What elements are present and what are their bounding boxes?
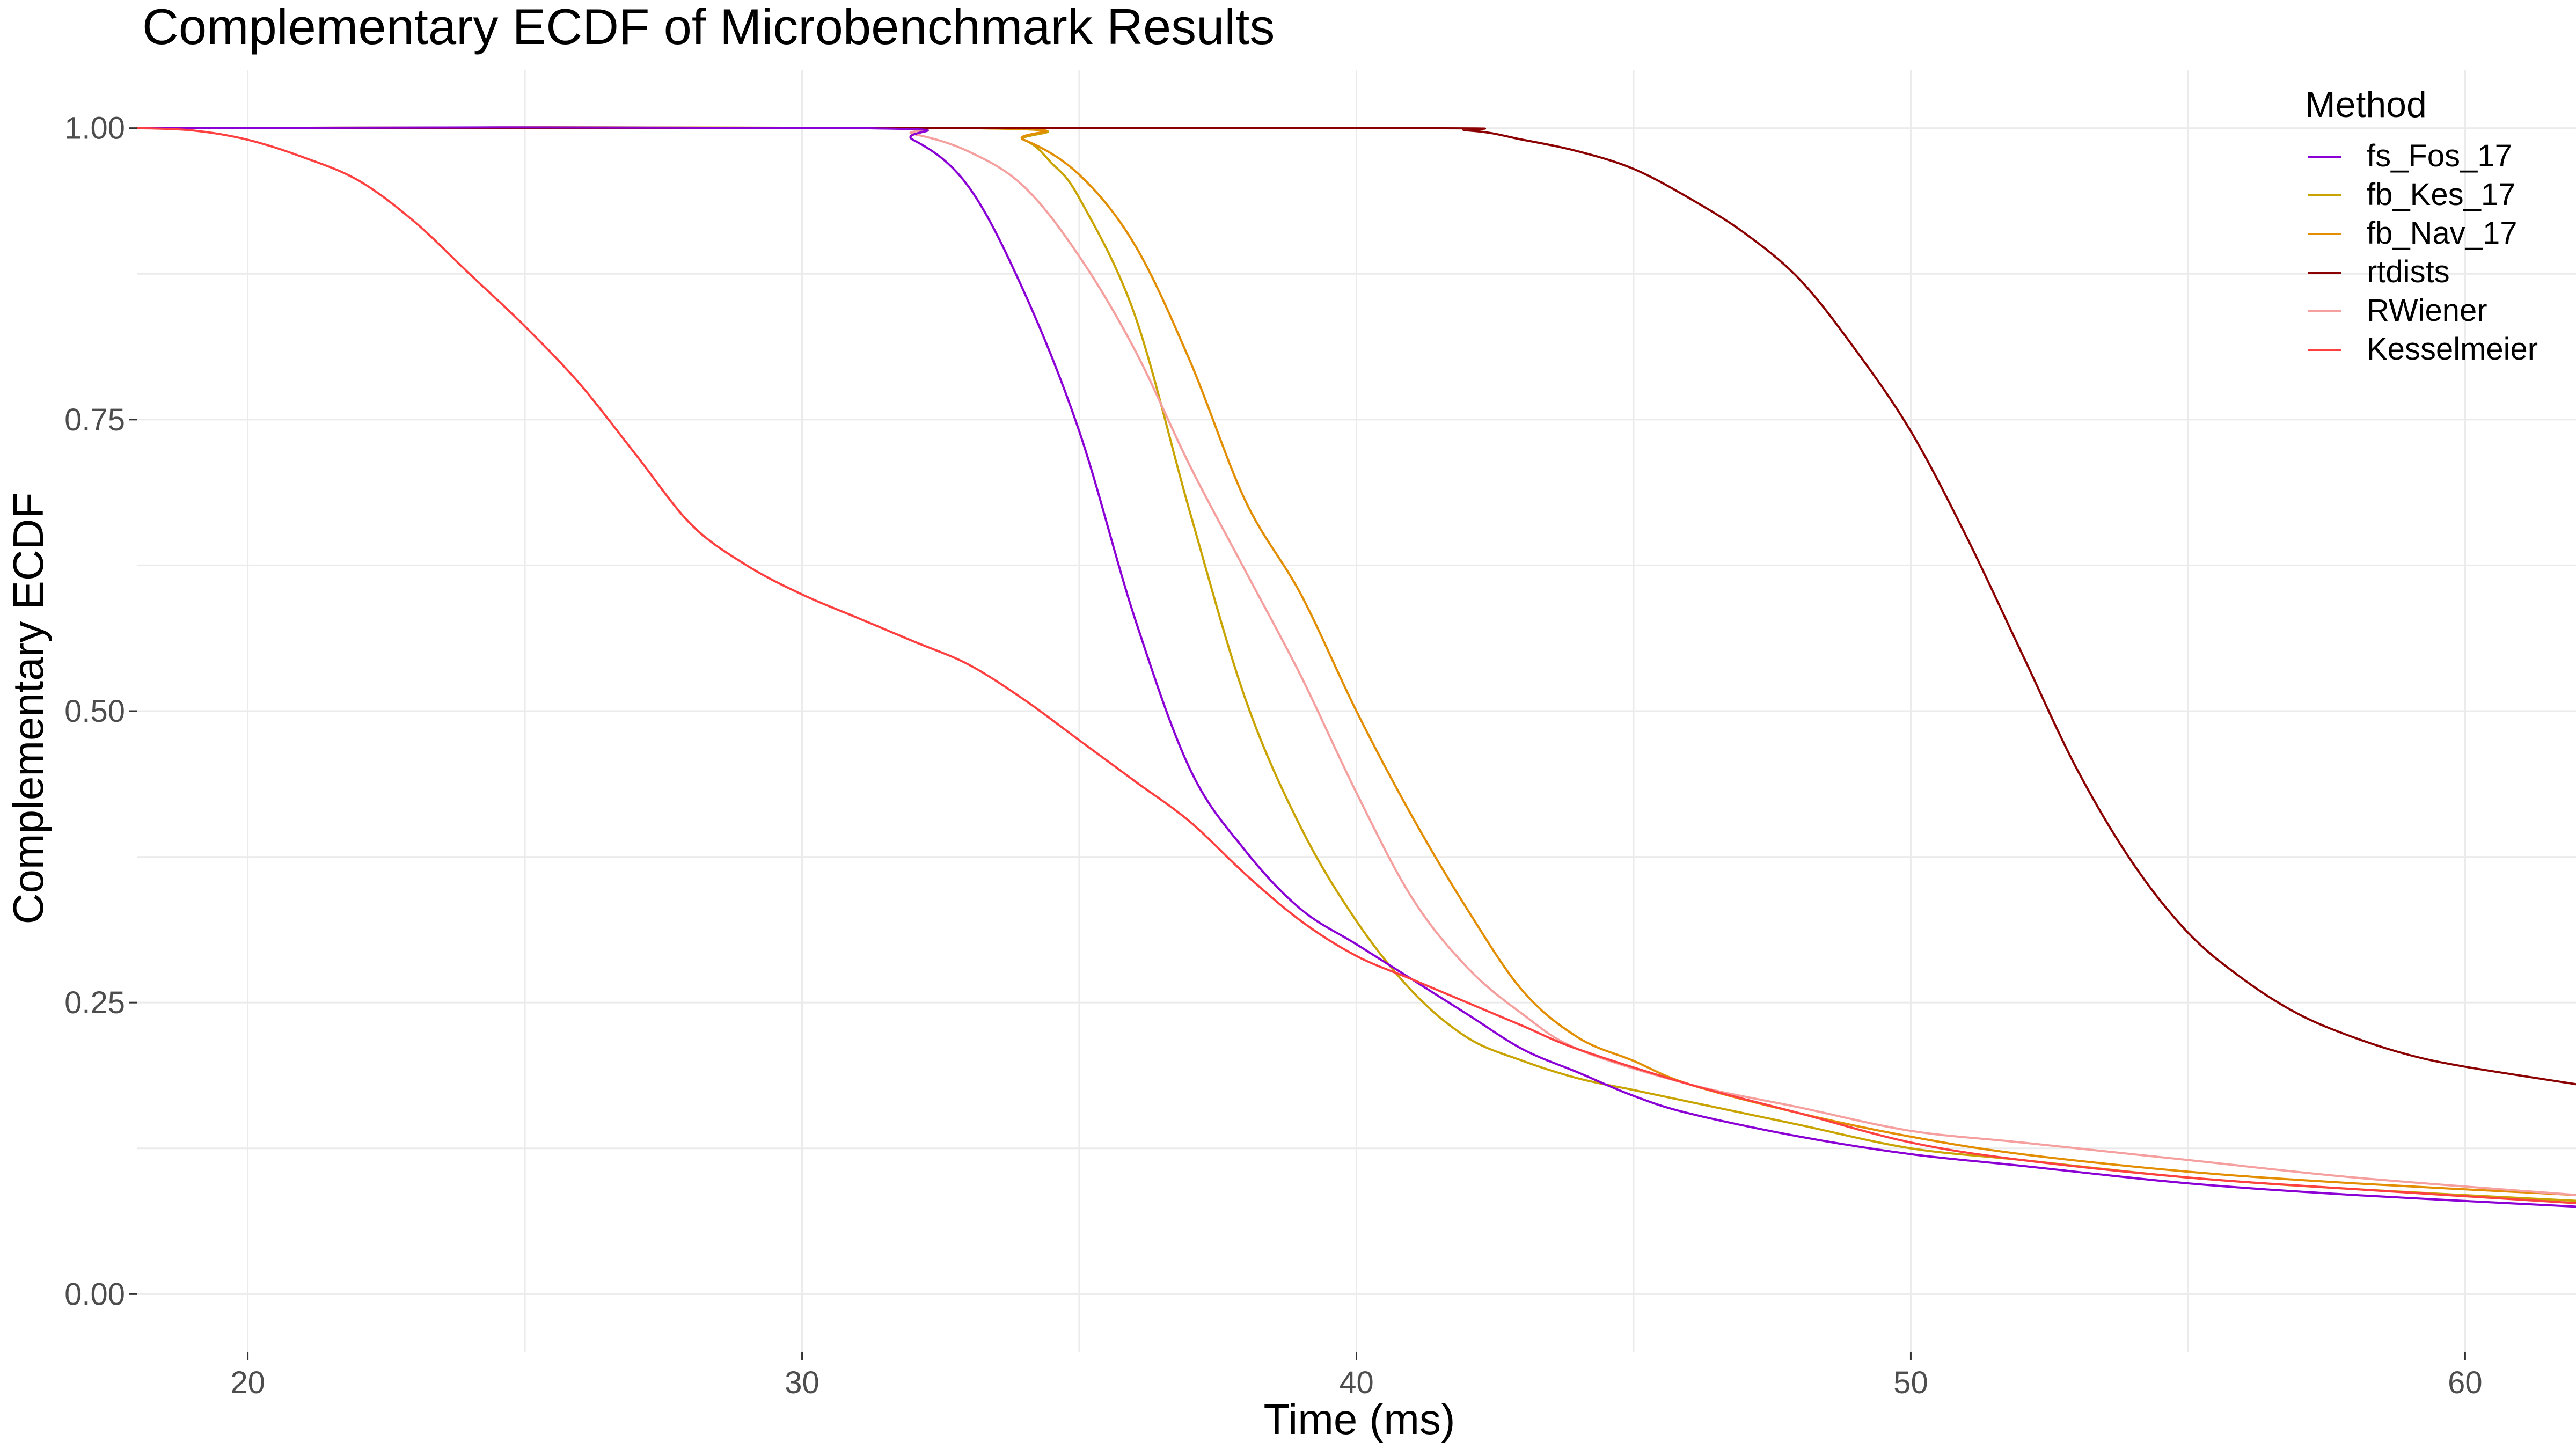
y-tick-label: 0.50 [64, 694, 125, 729]
x-tick-label: 50 [1893, 1365, 1928, 1400]
series-line-fb-nav-17 [136, 126, 2576, 1196]
y-tick-label: 1.00 [64, 111, 125, 146]
x-axis-title: Time (ms) [1264, 1395, 1455, 1443]
series-line-kesselmeier [136, 127, 2576, 1204]
legend-label: Kesselmeier [2367, 332, 2538, 367]
legend-title: Method [2305, 84, 2427, 125]
legend-label: fb_Kes_17 [2367, 177, 2515, 212]
x-tick-label: 30 [785, 1365, 819, 1400]
legend-label: rtdists [2367, 254, 2450, 289]
legend-label: RWiener [2367, 293, 2487, 328]
y-axis-title: Complementary ECDF [4, 493, 52, 925]
y-tick-label: 0.75 [64, 402, 125, 437]
plot-lines [136, 126, 2576, 1208]
axes: 20 30 40 50 60 0.00 0.25 0.50 0.75 1.00 [64, 111, 2483, 1400]
x-tick-label: 60 [2448, 1365, 2483, 1400]
legend-label: fb_Nav_17 [2367, 216, 2518, 251]
x-tick-label: 20 [230, 1365, 265, 1400]
legend-label: fs_Fos_17 [2367, 138, 2512, 173]
y-tick-label: 0.00 [64, 1277, 125, 1312]
legend: Method fs_Fos_17 fb_Kes_17 fb_Nav_17rtdist… [2305, 84, 2538, 367]
series-line-rtdists [136, 127, 2576, 1086]
x-tick-label: 40 [1339, 1365, 1374, 1400]
y-tick-label: 0.25 [64, 985, 125, 1020]
series-line-fs-fos-17 [136, 126, 2576, 1208]
chart-title: Complementary ECDF of Microbenchmark Res… [142, 0, 1275, 55]
